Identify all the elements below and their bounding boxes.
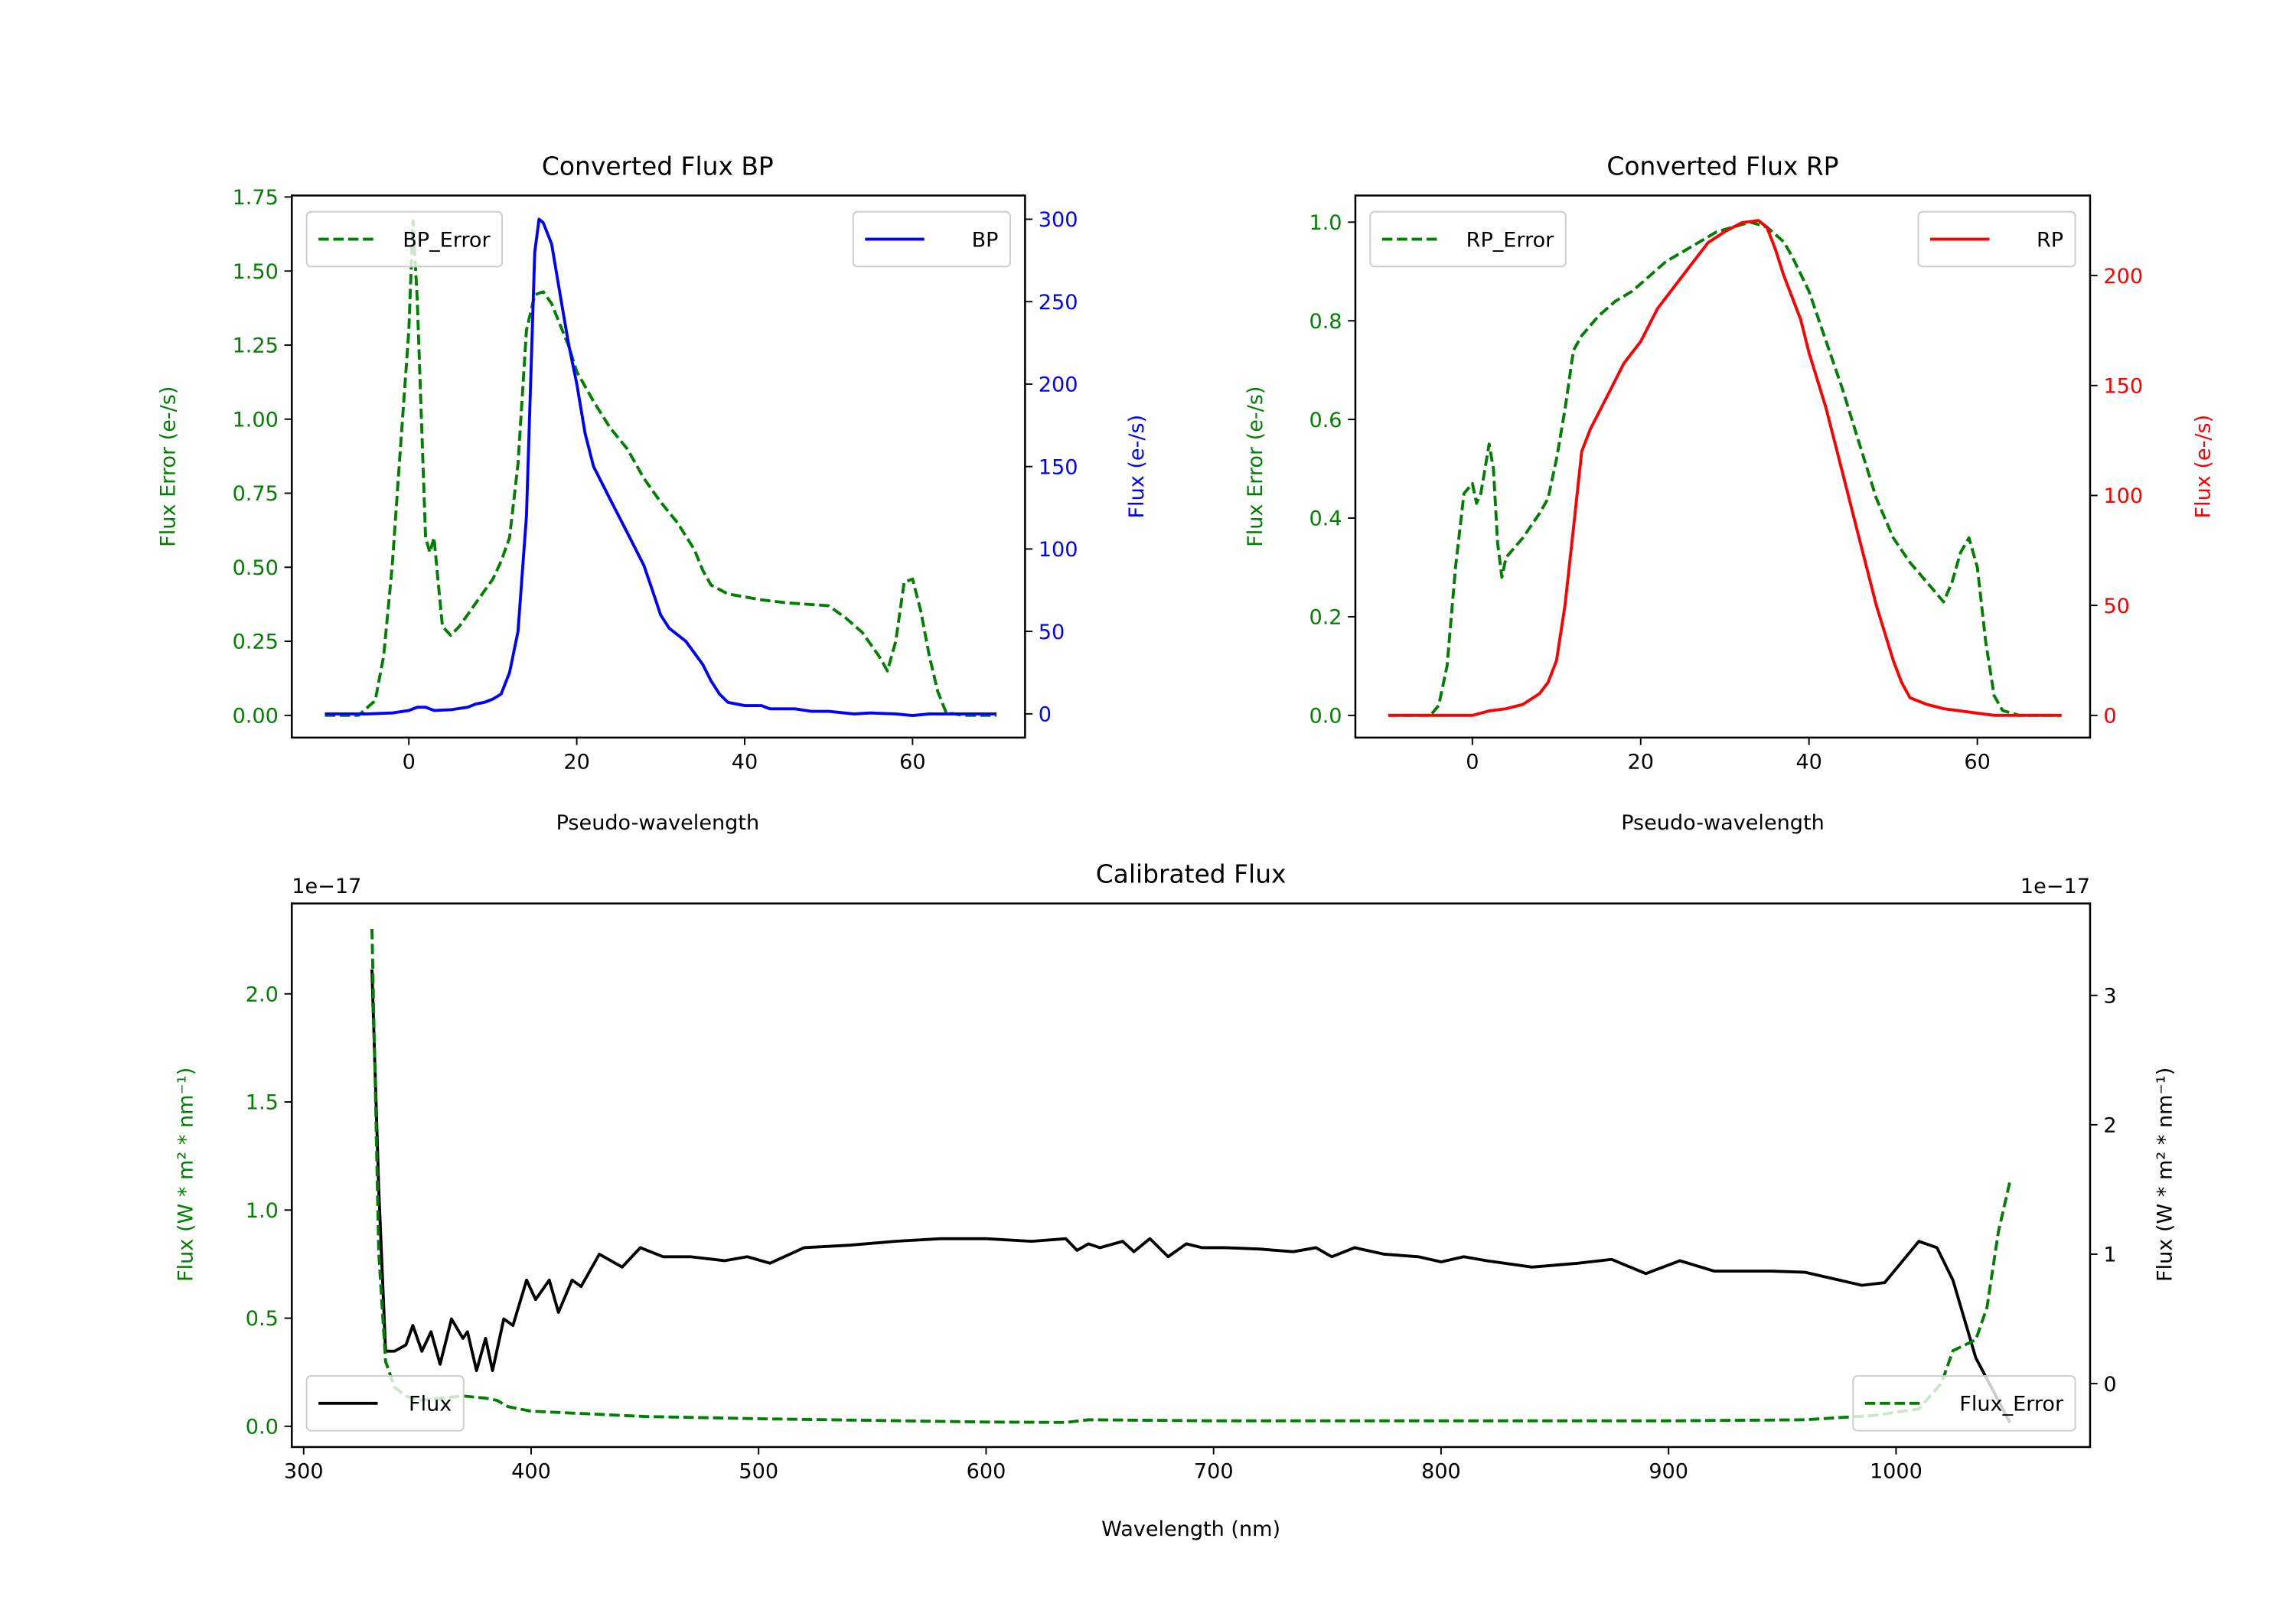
y-tick-label-right: 200 bbox=[1039, 373, 1078, 397]
legend-frame bbox=[852, 210, 1011, 268]
y-tick-label-right: 200 bbox=[2103, 265, 2143, 288]
y-axis-label-left-rp: Flux Error (e-/s) bbox=[1244, 386, 1267, 547]
series-line-rp bbox=[1388, 219, 2062, 717]
y-tick-label-right: 0 bbox=[2103, 1373, 2116, 1397]
y-tick-label-left: 0.6 bbox=[1309, 409, 1342, 432]
y-axis-label-right-calibrated: Flux (W * m² * nm⁻¹) bbox=[2153, 1068, 2177, 1282]
y-tick-label-right: 100 bbox=[1039, 538, 1078, 562]
legend-frame bbox=[305, 210, 504, 268]
x-tick-label: 20 bbox=[563, 751, 589, 774]
y-tick-label-left: 0.2 bbox=[1309, 606, 1342, 630]
y-tick-label-left: 1.00 bbox=[233, 408, 279, 432]
y-tick-label-left: 1.25 bbox=[233, 334, 279, 358]
y-tick-label-left: 1.5 bbox=[246, 1091, 279, 1115]
legend-frame bbox=[1852, 1375, 2076, 1432]
series-line-bp-error bbox=[325, 219, 997, 717]
x-tick-label: 1000 bbox=[1870, 1460, 1923, 1484]
y-tick-label-left: 2.0 bbox=[246, 983, 279, 1006]
legend-label: BP bbox=[972, 228, 999, 252]
axes-frame-rp bbox=[1354, 194, 2092, 739]
x-tick-label: 700 bbox=[1194, 1460, 1234, 1484]
y-tick-label-left: 0.4 bbox=[1309, 507, 1342, 531]
panel-rp: Converted Flux RP Pseudo-wavelength Flux… bbox=[1244, 151, 2216, 834]
x-axis-label-rp: Pseudo-wavelength bbox=[1621, 811, 1825, 835]
panel-bp: Converted Flux BP Pseudo-wavelength Flux… bbox=[156, 151, 1149, 834]
legend-label: Flux_Error bbox=[1959, 1393, 2064, 1416]
x-tick-label: 300 bbox=[284, 1460, 324, 1484]
x-tick-label: 900 bbox=[1649, 1460, 1688, 1484]
y-tick-label-left: 0.75 bbox=[233, 482, 279, 506]
x-tick-label: 40 bbox=[732, 751, 758, 774]
y-tick-label-left: 0.0 bbox=[246, 1416, 279, 1439]
legend-rp-error: RP_Error bbox=[1369, 210, 1567, 268]
x-tick-label: 0 bbox=[1466, 751, 1479, 774]
legend-frame bbox=[1369, 210, 1567, 268]
x-tick-label: 600 bbox=[967, 1460, 1006, 1484]
x-tick-label: 60 bbox=[899, 751, 925, 774]
y-tick-label-left: 0.50 bbox=[233, 556, 279, 580]
legend-label: RP bbox=[2037, 228, 2063, 252]
x-tick-label: 60 bbox=[1964, 751, 1990, 774]
series-line-flux bbox=[370, 969, 2011, 1423]
y-tick-label-right: 150 bbox=[2103, 374, 2143, 398]
axes-frame-calibrated bbox=[291, 902, 2092, 1449]
plot-area-bp: 0 20 40 60 0.00 0.25 0.50 0.75 1.00 1.25 1.50 1.75 0… bbox=[233, 186, 1078, 774]
y-tick-label-left: 1.50 bbox=[233, 260, 279, 284]
legend-label: RP_Error bbox=[1466, 228, 1555, 252]
y-tick-label-left: 1.0 bbox=[1309, 211, 1342, 235]
legend-flux-error: Flux_Error bbox=[1852, 1375, 2076, 1432]
x-tick-label: 40 bbox=[1795, 751, 1821, 774]
legend-flux: Flux bbox=[305, 1375, 465, 1432]
x-tick-label: 20 bbox=[1628, 751, 1654, 774]
chart-title-calibrated: Calibrated Flux bbox=[1096, 859, 1287, 889]
y-axis-label-right-rp: Flux (e-/s) bbox=[2192, 415, 2216, 519]
y-tick-label-right: 250 bbox=[1039, 291, 1078, 315]
legend-bp-error: BP_Error bbox=[305, 210, 504, 268]
legend-frame bbox=[1917, 210, 2076, 268]
y-tick-label-left: 1.75 bbox=[233, 186, 279, 210]
x-tick-label: 800 bbox=[1421, 1460, 1461, 1484]
y-tick-label-left: 0.0 bbox=[1309, 705, 1342, 729]
y-tick-label-right: 2 bbox=[2103, 1114, 2116, 1138]
x-tick-label: 500 bbox=[739, 1460, 778, 1484]
y-axis-label-right-bp: Flux (e-/s) bbox=[1125, 415, 1149, 519]
y-tick-label-right: 0 bbox=[1039, 703, 1052, 727]
plot-area-calibrated: 300 400 500 600 700 800 900 1000 0.0 0.5 1.0 1.5 2.0… bbox=[246, 902, 2117, 1484]
series-line-rp-error bbox=[1388, 220, 2062, 717]
panel-calibrated: Calibrated Flux Wavelength (nm) Flux (W … bbox=[174, 859, 2177, 1542]
offset-text-left: 1e−17 bbox=[292, 875, 361, 898]
plot-area-rp: 0 20 40 60 0.0 0.2 0.4 0.6 0.8 1.0 0 50 100 150 200 RP_… bbox=[1309, 194, 2143, 774]
x-axis-label-calibrated: Wavelength (nm) bbox=[1101, 1517, 1280, 1541]
y-tick-label-right: 300 bbox=[1039, 208, 1078, 232]
y-axis-label-left-calibrated: Flux (W * m² * nm⁻¹) bbox=[174, 1068, 198, 1282]
y-tick-label-left: 1.0 bbox=[246, 1199, 279, 1223]
y-tick-label-right: 100 bbox=[2103, 484, 2143, 508]
x-tick-label: 0 bbox=[403, 751, 416, 774]
y-tick-label-left: 0.25 bbox=[233, 631, 279, 654]
chart-title-rp: Converted Flux RP bbox=[1606, 151, 1838, 181]
x-axis-label-bp: Pseudo-wavelength bbox=[556, 811, 760, 835]
y-tick-label-right: 150 bbox=[1039, 455, 1078, 479]
y-tick-label-right: 1 bbox=[2103, 1244, 2116, 1267]
chart-title-bp: Converted Flux BP bbox=[542, 151, 774, 181]
series-line-bp bbox=[325, 217, 997, 717]
y-tick-label-right: 50 bbox=[2103, 595, 2129, 618]
y-tick-label-right: 3 bbox=[2103, 984, 2116, 1008]
offset-text-right: 1e−17 bbox=[2020, 875, 2090, 898]
legend-label: BP_Error bbox=[403, 228, 491, 252]
y-tick-label-left: 0.5 bbox=[246, 1307, 279, 1331]
legend-bp: BP bbox=[852, 210, 1011, 268]
y-tick-label-left: 0.00 bbox=[233, 705, 279, 729]
legend-rp: RP bbox=[1917, 210, 2076, 268]
legend-frame bbox=[305, 1375, 465, 1432]
y-axis-label-left-bp: Flux Error (e-/s) bbox=[156, 386, 180, 547]
y-tick-label-right: 50 bbox=[1039, 621, 1065, 644]
legend-label: Flux bbox=[409, 1393, 452, 1416]
y-tick-label-left: 0.8 bbox=[1309, 310, 1342, 334]
x-tick-label: 400 bbox=[511, 1460, 551, 1484]
y-tick-label-right: 0 bbox=[2103, 705, 2116, 729]
